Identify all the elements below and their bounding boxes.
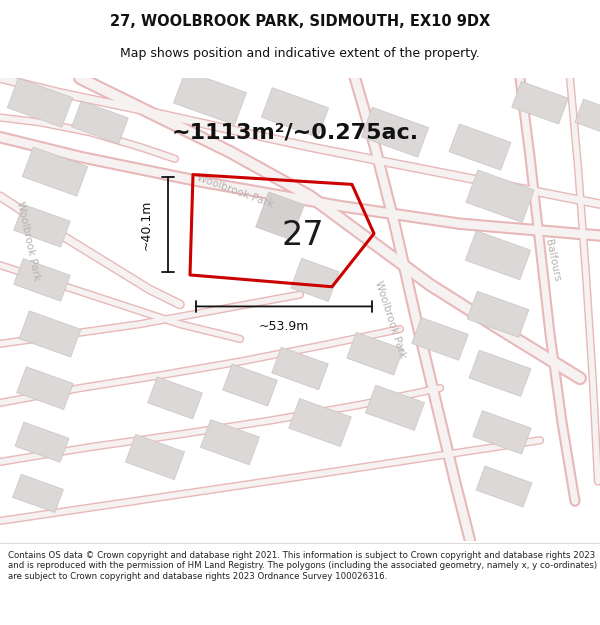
Bar [466,170,534,222]
Bar [449,124,511,170]
Text: ~40.1m: ~40.1m [139,199,152,250]
Text: 27, WOOLBROOK PARK, SIDMOUTH, EX10 9DX: 27, WOOLBROOK PARK, SIDMOUTH, EX10 9DX [110,14,490,29]
Text: Contains OS data © Crown copyright and database right 2021. This information is : Contains OS data © Crown copyright and d… [8,551,597,581]
Bar [14,204,70,247]
Text: Woolbrook Park: Woolbrook Park [15,200,41,281]
Bar [14,259,70,301]
Bar [19,311,81,357]
Bar [467,291,529,338]
Bar [575,99,600,136]
Bar [469,350,531,396]
Bar [465,231,531,280]
Bar [125,434,185,479]
Text: Balfours: Balfours [542,238,562,282]
Bar [13,474,64,512]
Bar [7,78,73,128]
Text: Map shows position and indicative extent of the property.: Map shows position and indicative extent… [120,48,480,61]
Text: Woolbrook Park: Woolbrook Park [195,173,275,210]
Bar [476,466,532,507]
Bar [412,318,468,360]
Bar [347,332,403,375]
Bar [173,71,247,125]
Text: 27: 27 [282,219,325,253]
Bar [262,88,329,138]
Bar [512,81,568,124]
Text: ~53.9m: ~53.9m [259,319,309,332]
Text: Woolbrook Park: Woolbrook Park [373,279,407,359]
Bar [361,107,428,157]
Bar [365,385,425,431]
Bar [223,364,277,406]
Bar [17,367,73,409]
Bar [289,399,352,447]
Bar [291,258,339,301]
Bar [22,147,88,196]
Bar [15,422,69,462]
Bar [256,192,304,240]
Bar [473,411,531,454]
Text: ~1113m²/~0.275ac.: ~1113m²/~0.275ac. [172,122,419,142]
Bar [72,101,128,144]
Bar [200,419,260,465]
Bar [148,377,202,419]
Bar [272,347,328,390]
